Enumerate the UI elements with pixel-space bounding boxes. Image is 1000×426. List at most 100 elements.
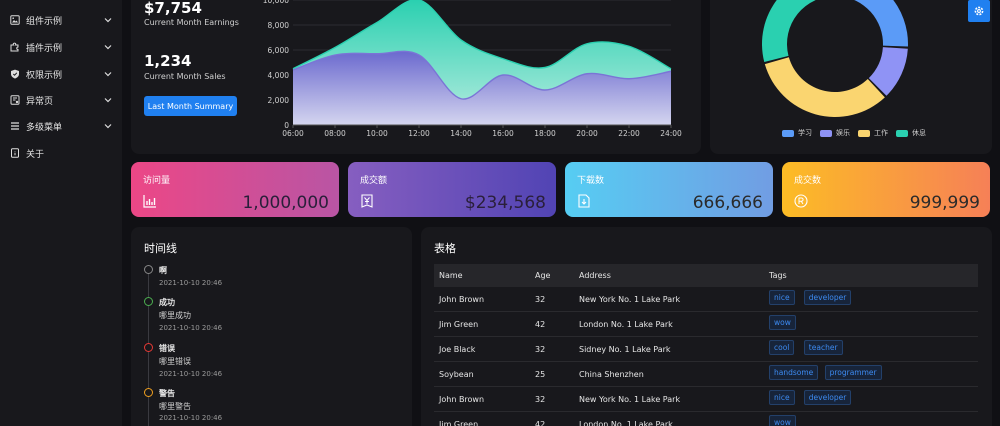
y-tick-label: 4,000	[268, 71, 290, 80]
table-row: Joe Black 32 Sidney No. 1 Lake Park cool tea…	[434, 337, 978, 362]
x-tick-label: 12:00	[408, 129, 430, 138]
timeline-item-time: 2021-10-10 20:46	[159, 279, 223, 287]
table-cell-address: China Shenzhen	[579, 370, 644, 379]
menu-item-label: 权限示例	[26, 70, 63, 81]
timeline-item-content: 哪里成功	[159, 311, 191, 320]
stat-title: 下载数	[577, 176, 605, 186]
legend-swatch	[820, 129, 832, 137]
timeline-item-title: 警告	[159, 389, 175, 398]
donut-slice-娱乐[interactable]	[868, 47, 908, 96]
table-card	[421, 227, 992, 426]
legend-label: 休息	[912, 129, 926, 137]
menu-item-label: 关于	[26, 149, 45, 160]
x-tick-label: 06:00	[282, 129, 304, 138]
y-tick-label: 6,000	[268, 46, 290, 55]
y-tick-label: 10,000	[263, 0, 289, 5]
tag: cool	[769, 340, 795, 355]
tag: nice	[769, 390, 795, 405]
table-cell-age: 32	[535, 395, 546, 404]
x-tick-label: 14:00	[450, 129, 472, 138]
puzzle-icon	[10, 42, 20, 52]
settings-button[interactable]	[968, 0, 990, 22]
bar-chart-icon	[143, 193, 157, 208]
table-cell-address: London No. 1 Lake Park	[579, 320, 673, 329]
table-cell-name: Joe Black	[439, 345, 476, 354]
legend-label: 工作	[874, 129, 888, 137]
menu-item-permissions[interactable]: 权限示例	[0, 61, 122, 87]
chevron-down-icon	[104, 96, 112, 104]
tag: developer	[803, 290, 852, 305]
donut-slice-工作[interactable]	[764, 57, 885, 117]
timeline-item-content: 哪里错误	[159, 357, 191, 366]
stat-card-turnover: 成交额 $234,568	[348, 162, 556, 217]
chevron-down-icon	[104, 122, 112, 130]
y-tick-label: 8,000	[268, 21, 290, 30]
menu-item-multilevel[interactable]: 多级菜单	[0, 113, 122, 139]
table-cell-address: London No. 1 Lake Park	[579, 420, 673, 426]
stat-value: 1,000,000	[242, 193, 329, 213]
menu-item-label: 异常页	[26, 96, 54, 107]
table-cell-name: John Brown	[439, 395, 485, 404]
stat-title: 成交额	[360, 176, 388, 186]
timeline-title: 时间线	[144, 242, 177, 255]
table-row: Jim Green 42 London No. 1 Lake Park wow	[434, 312, 978, 337]
legend-item[interactable]: 学习	[782, 128, 812, 138]
menu-item-label: 插件示例	[26, 43, 63, 54]
chevron-down-icon	[104, 43, 112, 51]
timeline-item-title: 成功	[159, 298, 175, 307]
table-row: Soybean 25 China Shenzhen handsome programme…	[434, 362, 978, 387]
menu-item-plugins[interactable]: 插件示例	[0, 34, 122, 60]
legend-label: 娱乐	[836, 129, 850, 137]
stat-card-visits: 访问量 1,000,000	[131, 162, 339, 217]
column-header-age: Age	[535, 271, 551, 280]
timeline-dot	[144, 265, 153, 274]
menu-item-exceptions[interactable]: 异常页	[0, 87, 122, 113]
donut-slice-休息[interactable]	[762, 0, 838, 63]
last-month-summary-button[interactable]: Last Month Summary	[144, 96, 237, 116]
legend-swatch	[782, 129, 794, 137]
donut-chart	[762, 0, 908, 117]
series-line-1	[292, 50, 672, 100]
timeline-item-title: 错误	[159, 344, 175, 353]
legend-item[interactable]: 休息	[896, 128, 926, 138]
image-icon	[10, 15, 20, 25]
sales-label: Current Month Sales	[144, 72, 226, 81]
y-tick-label: 2,000	[268, 96, 290, 105]
stat-value: 999,999	[909, 193, 980, 213]
timeline-item-time: 2021-10-10 20:46	[159, 370, 223, 378]
stat-card-downloads: 下载数 666,666	[565, 162, 773, 217]
legend-item[interactable]: 娱乐	[820, 128, 850, 138]
table-cell-name: Jim Green	[439, 420, 479, 426]
menu-item-about[interactable]: 关于	[0, 140, 122, 166]
table-cell-address: Sidney No. 1 Lake Park	[579, 345, 671, 354]
chevron-down-icon	[104, 70, 112, 78]
table-cell-age: 32	[535, 295, 546, 304]
sidebar: 组件示例 插件示例 权限示例 异常页 多级菜单 关于	[0, 0, 122, 426]
legend-item[interactable]: 工作	[858, 128, 888, 138]
timeline-dot	[144, 297, 153, 306]
table-row: John Brown 32 New York No. 1 Lake Park nice…	[434, 387, 978, 412]
donut-legend: 学习 娱乐 工作 休息	[782, 128, 926, 138]
x-tick-label: 20:00	[576, 129, 598, 138]
shield-icon	[10, 69, 20, 79]
table-cell-age: 32	[535, 345, 546, 354]
table-cell-age: 42	[535, 320, 546, 329]
timeline-dot	[144, 388, 153, 397]
column-header-tags: Tags	[769, 271, 787, 280]
timeline-item-time: 2021-10-10 20:46	[159, 324, 223, 332]
x-tick-label: 16:00	[492, 129, 514, 138]
sales-value: 1,234	[144, 52, 192, 70]
x-tick-label: 22:00	[618, 129, 640, 138]
menu-item-components[interactable]: 组件示例	[0, 7, 122, 33]
chevron-down-icon	[104, 16, 112, 24]
about-icon	[10, 148, 20, 158]
x-tick-label: 18:00	[534, 129, 556, 138]
timeline-item-time: 2021-10-10 20:46	[159, 414, 223, 422]
stat-title: 成交数	[794, 176, 822, 186]
y-tick-label: 0	[284, 121, 289, 130]
table-cell-address: New York No. 1 Lake Park	[579, 295, 681, 304]
table-cell-name: John Brown	[439, 295, 485, 304]
earnings-label: Current Month Earnings	[144, 18, 239, 27]
legend-label: 学习	[798, 129, 812, 137]
donut-slice-学习[interactable]	[838, 0, 908, 47]
